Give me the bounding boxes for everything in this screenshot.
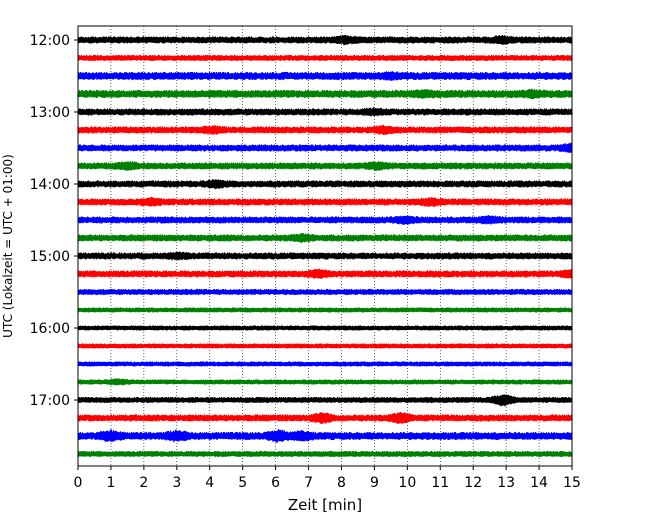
x-tick-label: 9 [370,475,379,491]
trace-1600 [77,325,573,331]
x-tick-label: 5 [238,475,247,491]
y-axis-ticks: 12:00 13:00 14:00 15:00 16:00 17:00 [30,33,78,409]
x-tick-label: 7 [304,475,313,491]
x-tick-label: 3 [172,475,181,491]
trace-1545 [77,307,573,313]
trace-1230 [77,71,573,81]
trace-1430 [77,215,573,226]
trace-1330 [77,142,573,154]
y-tick-label: 16:00 [30,321,70,337]
x-tick-label: 0 [74,475,83,491]
x-tick-label: 6 [271,475,280,491]
trace-1630 [77,361,573,367]
trace-1245 [77,88,573,100]
trace-1400 [77,179,573,190]
y-tick-label: 12:00 [30,33,70,49]
trace-1730 [77,428,573,444]
trace-1645 [77,378,573,386]
y-axis-label: UTC (Lokalzeit = UTC + 01:00) [1,154,15,338]
trace-1615 [77,343,573,349]
x-axis-ticks: 0 1 2 3 4 5 6 7 8 9 10 11 12 13 14 15 [74,466,581,491]
trace-1200 [77,34,573,46]
x-tick-label: 14 [530,475,548,491]
trace-1715 [77,412,573,425]
y-tick-label: 13:00 [30,105,70,121]
trace-1300 [77,107,573,117]
y-tick-label: 14:00 [30,177,70,193]
x-tick-label: 8 [337,475,346,491]
trace-1530 [77,288,573,296]
x-tick-label: 4 [205,475,214,491]
x-tick-label: 1 [106,475,115,491]
x-tick-label: 12 [464,475,482,491]
x-axis-label: Zeit [min] [288,496,362,514]
grid-lines [110,26,540,466]
trace-1315 [77,124,573,136]
y-tick-label: 15:00 [30,249,70,265]
x-tick-label: 11 [431,475,449,491]
trace-1700 [77,394,573,407]
x-tick-label: 10 [398,475,416,491]
trace-1215 [77,54,573,62]
x-tick-label: 15 [563,475,581,491]
x-tick-label: 13 [497,475,515,491]
trace-1515 [77,268,573,279]
trace-1445 [77,232,573,244]
trace-1500 [77,251,573,261]
plot-frame [77,25,573,467]
trace-1415 [77,196,573,208]
y-tick-label: 17:00 [30,393,70,409]
x-tick-label: 2 [139,475,148,491]
trace-1745 [77,450,573,458]
trace-1345 [77,161,573,172]
seismic-traces [77,34,573,458]
